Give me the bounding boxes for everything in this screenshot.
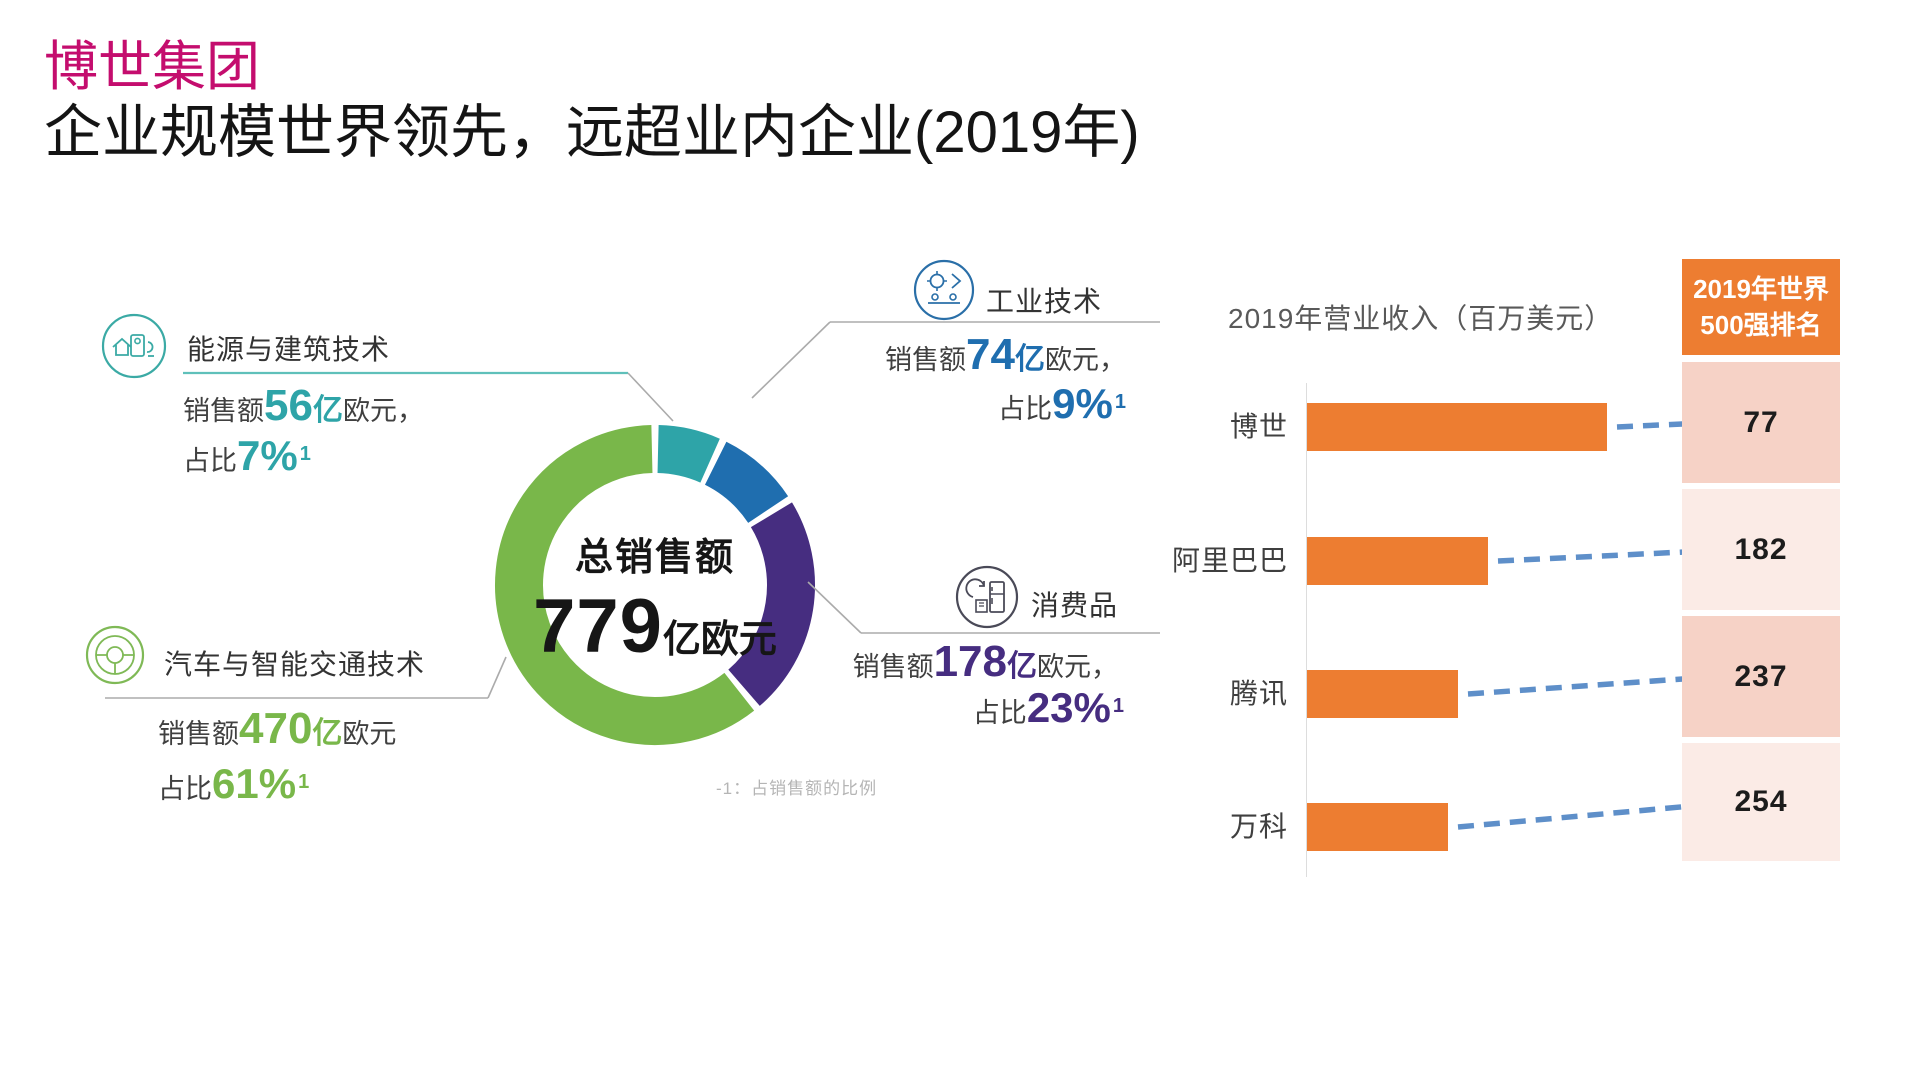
rank-value-tencent: 237 — [1734, 659, 1788, 693]
rank-value-vanke: 254 — [1734, 785, 1788, 818]
rank-band: 254 — [1682, 743, 1840, 861]
sector-sales-mobility: 销售额 470 亿欧元 — [158, 704, 397, 753]
page-title: 博世集团 — [44, 37, 260, 97]
sector-share-mobility: 占比 61% 1 — [158, 760, 310, 807]
sector-sales-energy: 销售额 56 亿欧元， — [183, 381, 424, 430]
sector-label-industrial: 工业技术 — [986, 286, 1103, 317]
revenue-bar-vanke — [1307, 803, 1448, 851]
rank-header-line1: 2019年世界 — [1693, 274, 1829, 304]
donut-total-caption: 总销售额 — [574, 537, 735, 579]
energy-diagonal — [627, 372, 674, 422]
donut-total-value: 779 — [533, 584, 663, 669]
donut-segment-9pct — [704, 441, 789, 524]
energy-building-icon — [100, 312, 168, 380]
sector-label-mobility: 汽车与智能交通技术 — [164, 649, 426, 680]
bar-label-alibaba: 阿里巴巴 — [1171, 545, 1288, 576]
rank-band: 77 — [1682, 362, 1840, 483]
rank-header-box: 2019年世界 500强排名 — [1682, 259, 1840, 355]
sector-sales-industrial: 销售额 74 亿欧元， — [885, 330, 1126, 379]
revenue-bar-bosch — [1307, 403, 1607, 451]
donut-segment-7pct — [656, 425, 720, 483]
rank-value-alibaba: 182 — [1734, 532, 1788, 566]
rank-header-line2: 500强排名 — [1700, 310, 1822, 340]
sector-label-consumer: 消费品 — [1031, 590, 1119, 621]
bar-label-bosch: 博世 — [1229, 411, 1288, 442]
industrial-technology-icon — [912, 258, 976, 322]
consumer-goods-icon — [954, 564, 1020, 630]
rank-band: 182 — [1682, 489, 1840, 610]
bar-chart-axis-line — [1306, 383, 1307, 877]
bar-label-vanke: 万科 — [1229, 811, 1288, 842]
revenue-bar-tencent — [1307, 670, 1458, 718]
donut-center-label: 总销售额 779 亿欧元 — [455, 526, 855, 670]
sector-share-energy: 占比 7% 1 — [183, 432, 311, 479]
rank-band: 237 — [1682, 616, 1840, 737]
bar-label-tencent: 腾讯 — [1229, 678, 1288, 709]
footnote: -1：占销售额的比例 — [716, 779, 878, 798]
mobility-steering-wheel-icon — [84, 624, 146, 686]
revenue-chart-title: 2019年营业收入（百万美元） — [1228, 303, 1614, 334]
sector-share-consumer: 占比 23% 1 — [972, 684, 1124, 731]
revenue-bar-alibaba — [1307, 537, 1488, 585]
sector-label-energy: 能源与建筑技术 — [187, 334, 391, 365]
sector-sales-consumer: 销售额 178 亿欧元， — [852, 637, 1118, 686]
page-subtitle: 企业规模世界领先，远超业内企业(2019年) — [44, 100, 1140, 165]
donut-total-unit: 亿欧元 — [662, 619, 777, 661]
rank-value-bosch: 77 — [1743, 405, 1779, 439]
sector-share-industrial: 占比 9% 1 — [998, 380, 1126, 427]
industrial-diagonal — [751, 321, 831, 399]
